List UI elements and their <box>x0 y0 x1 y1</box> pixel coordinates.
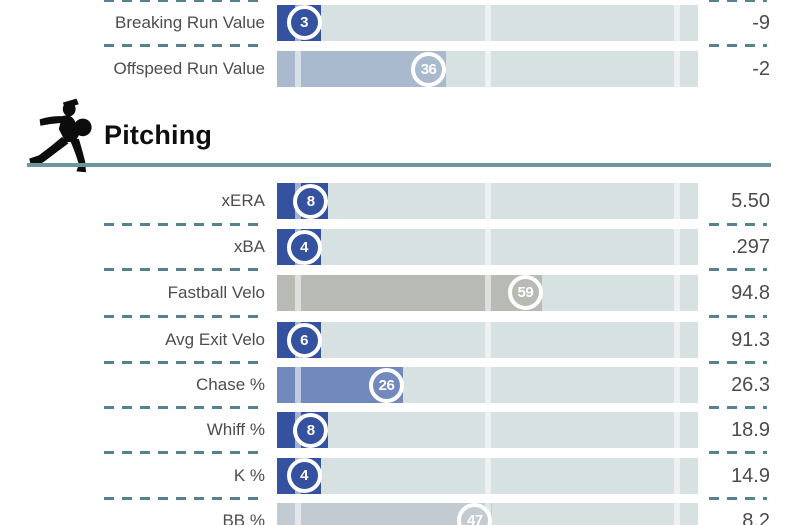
reference-line-50th-percentile <box>484 274 491 311</box>
percentile-number: 4 <box>300 238 308 256</box>
metric-value: 26.3 <box>731 374 770 396</box>
row-separator-right <box>709 406 767 409</box>
reference-line-95th-percentile <box>673 502 680 525</box>
percentile-bar <box>277 274 543 311</box>
reference-line-50th-percentile <box>484 183 491 219</box>
metric-label: Whiff % <box>206 420 265 439</box>
percentile-track: 47 <box>277 502 698 525</box>
percentile-number: 3 <box>300 14 308 31</box>
percentile-number: 47 <box>467 512 483 525</box>
percentile-track: 3 <box>277 4 698 41</box>
percentile-track: 4 <box>277 229 698 265</box>
reference-line-50th-percentile <box>484 322 491 358</box>
metric-label: Fastball Velo <box>167 282 265 302</box>
percentile-track: 8 <box>277 183 698 219</box>
metric-label: xERA <box>221 191 265 210</box>
reference-line-5th-percentile <box>295 502 302 525</box>
row-separator-left <box>104 222 266 226</box>
metric-value: 18.9 <box>731 419 770 441</box>
row-separator-left <box>104 451 266 455</box>
reference-line-95th-percentile <box>673 229 680 265</box>
percentile-bubble[interactable]: 4 <box>286 229 322 265</box>
row-separator-left <box>104 361 266 364</box>
percentile-bar <box>277 502 492 525</box>
percentile-bubble[interactable]: 59 <box>507 275 543 310</box>
metric-label: xBA <box>233 237 265 256</box>
percentile-track: 4 <box>277 457 698 494</box>
percentile-bubble[interactable]: 3 <box>286 5 322 40</box>
row-separator-left <box>104 406 266 409</box>
reference-line-50th-percentile <box>484 457 491 494</box>
percentile-track: 8 <box>277 412 698 448</box>
reference-line-95th-percentile <box>673 412 680 448</box>
percentile-track: 6 <box>277 322 698 358</box>
percentile-number: 4 <box>300 467 308 484</box>
row-separator-left <box>104 0 266 2</box>
reference-line-50th-percentile <box>484 412 491 448</box>
percentile-number: 8 <box>306 421 315 439</box>
metric-label: K % <box>233 465 265 485</box>
percentile-bubble[interactable]: 4 <box>286 458 322 493</box>
percentile-bubble[interactable]: 47 <box>457 503 493 525</box>
metric-value: 14.9 <box>731 464 770 487</box>
metric-value: 8.2 <box>742 509 770 525</box>
row-separator-right <box>709 496 767 500</box>
metric-label: BB % <box>222 510 265 525</box>
percentile-track: 36 <box>277 51 698 87</box>
percentile-number: 6 <box>300 331 308 349</box>
reference-line-95th-percentile <box>673 367 680 403</box>
row-separator-right <box>709 0 767 2</box>
row-separator-right <box>709 268 767 272</box>
reference-line-95th-percentile <box>673 4 680 41</box>
percentile-track: 59 <box>277 274 698 311</box>
percentile-number: 8 <box>306 192 315 210</box>
reference-line-50th-percentile <box>484 51 491 87</box>
metric-value: .297 <box>731 236 770 258</box>
metric-value: 91.3 <box>731 329 770 351</box>
reference-line-95th-percentile <box>673 322 680 358</box>
percentile-number: 36 <box>420 60 437 78</box>
row-separator-right <box>709 222 767 226</box>
reference-line-95th-percentile <box>673 51 680 87</box>
metric-value: -9 <box>752 11 770 34</box>
row-separator-right <box>709 44 767 48</box>
section-divider-rule <box>27 163 771 167</box>
percentile-bubble[interactable]: 8 <box>293 412 329 448</box>
percentile-bubble[interactable]: 8 <box>293 183 329 219</box>
row-separator-right <box>709 361 767 364</box>
percentile-number: 59 <box>517 284 534 301</box>
reference-line-5th-percentile <box>295 51 302 87</box>
reference-line-50th-percentile <box>484 4 491 41</box>
row-separator-left <box>104 496 266 500</box>
percentile-track: 26 <box>277 367 698 403</box>
metric-label: Avg Exit Velo <box>165 330 265 349</box>
row-separator-right <box>709 451 767 455</box>
pitcher-icon <box>29 98 92 173</box>
reference-line-5th-percentile <box>295 367 302 403</box>
reference-line-50th-percentile <box>484 367 491 403</box>
section-title: Pitching <box>104 120 213 150</box>
reference-line-95th-percentile <box>673 457 680 494</box>
row-separator-left <box>104 314 266 318</box>
row-separator-left <box>104 268 266 272</box>
metric-label: Offspeed Run Value <box>113 59 265 78</box>
reference-line-50th-percentile <box>484 229 491 265</box>
percentile-number: 26 <box>378 376 395 394</box>
percentile-bubble[interactable]: 26 <box>368 367 404 403</box>
metric-label: Chase % <box>196 375 265 394</box>
reference-line-95th-percentile <box>673 274 680 311</box>
metric-value: -2 <box>752 58 770 80</box>
metric-value: 5.50 <box>731 190 770 212</box>
row-separator-left <box>104 44 266 48</box>
percentile-bubble[interactable]: 36 <box>411 51 447 87</box>
reference-line-5th-percentile <box>295 274 302 311</box>
row-separator-right <box>709 314 767 318</box>
metric-value: 94.8 <box>731 281 770 304</box>
percentile-bubble[interactable]: 6 <box>286 322 322 358</box>
metric-label: Breaking Run Value <box>115 12 265 32</box>
reference-line-95th-percentile <box>673 183 680 219</box>
